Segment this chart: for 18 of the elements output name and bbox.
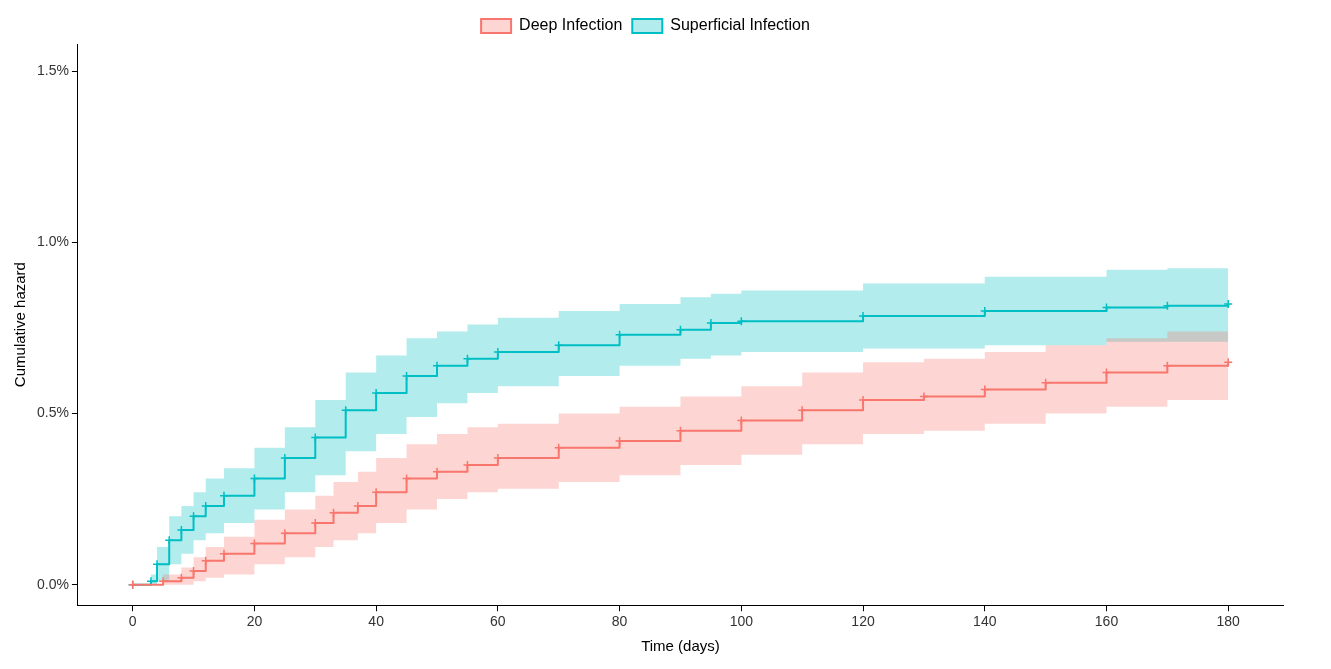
y-tick-label: 0.5% [36, 404, 69, 421]
legend-label: Superficial Infection [670, 16, 810, 34]
x-tick-label: 40 [368, 613, 385, 630]
x-tick-label: 0 [128, 613, 137, 630]
y-tick-label: 0.0% [36, 575, 69, 592]
y-axis-title: Cumulative hazard [11, 262, 29, 388]
y-tick-label: 1.5% [36, 62, 69, 79]
x-axis-title: Time (days) [641, 637, 720, 655]
x-tick-label: 140 [973, 613, 997, 630]
x-tick-label: 160 [1094, 613, 1119, 630]
legend-label: Deep Infection [519, 16, 623, 34]
x-tick-label: 120 [851, 613, 875, 630]
x-tick-label: 20 [246, 613, 263, 630]
y-tick-label: 1.0% [36, 233, 69, 250]
x-tick-label: 80 [611, 613, 628, 630]
x-tick-label: 100 [729, 613, 754, 630]
x-tick-label: 60 [490, 613, 506, 630]
x-tick-label: 180 [1216, 613, 1241, 630]
